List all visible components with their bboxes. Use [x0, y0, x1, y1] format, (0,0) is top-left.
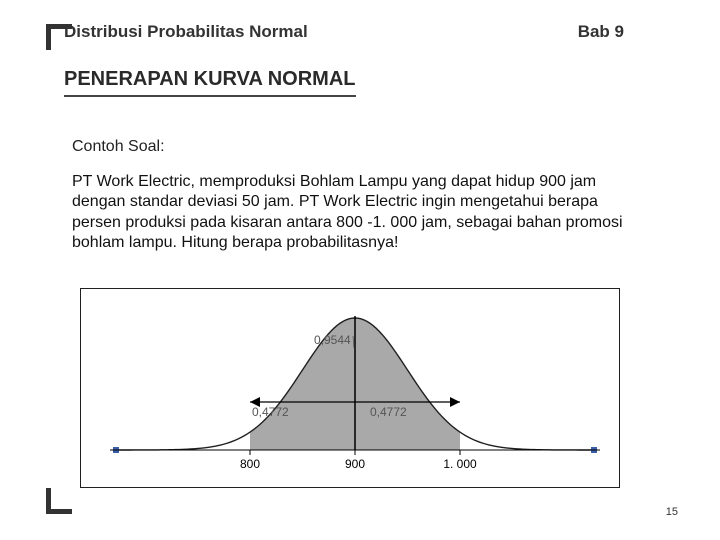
svg-text:900: 900 [345, 457, 365, 471]
svg-text:1. 000: 1. 000 [443, 457, 477, 471]
section-underline [64, 95, 356, 97]
svg-text:0,4772: 0,4772 [370, 405, 407, 419]
normal-curve-chart: 800 900 1. 000 0,9544 0,4772 0,4772 [80, 288, 620, 488]
body-paragraph: PT Work Electric, memproduksi Bohlam Lam… [72, 172, 627, 254]
svg-text:0,9544: 0,9544 [314, 333, 351, 347]
example-label: Contoh Soal: [72, 138, 165, 156]
header-row: Distribusi Probabilitas Normal Bab 9 [64, 22, 624, 42]
header-title: Distribusi Probabilitas Normal [64, 22, 308, 42]
header-chapter: Bab 9 [578, 22, 624, 42]
section-heading: PENERAPAN KURVA NORMAL [64, 68, 356, 91]
svg-text:0,4772: 0,4772 [252, 405, 289, 419]
page-number: 15 [666, 506, 678, 518]
svg-text:800: 800 [240, 457, 260, 471]
